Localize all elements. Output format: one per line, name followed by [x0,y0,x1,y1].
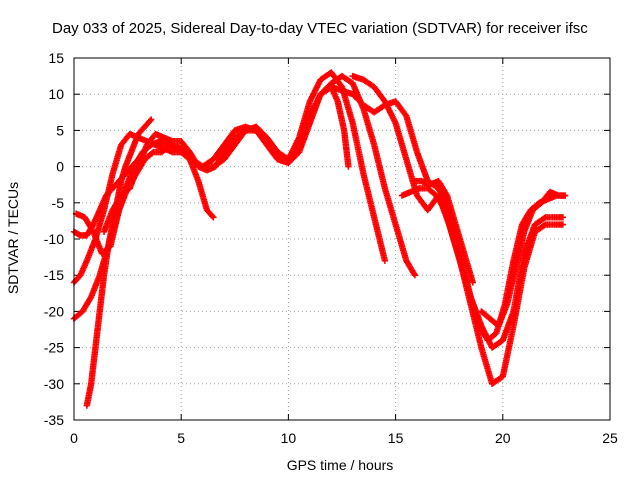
y-tick-label: 0 [56,159,64,175]
y-tick-label: 10 [48,86,64,102]
tick-labels: 0 5 10 15 20 25 -35 -30 -25 -20 -15 -10 -5 0 5 10 15 [44,50,618,446]
x-tick-label: 0 [70,430,78,446]
y-axis-label: SDTVAR / TECUs [5,182,21,294]
y-tick-label: 5 [56,122,64,138]
data-point [210,214,217,221]
y-tick-label: -5 [52,195,65,211]
x-tick-label: 25 [602,430,618,446]
y-tick-label: -15 [44,267,64,283]
data-series [409,177,476,286]
x-tick-label: 10 [281,430,297,446]
data-series [100,72,419,279]
data-point [559,221,567,228]
data-series [478,188,569,330]
data-point [559,214,567,221]
data-point [147,116,155,123]
y-tick-label: -10 [44,231,64,247]
y-tick-label: -25 [44,340,64,356]
data-point [345,163,352,170]
y-tick-label: 15 [48,50,64,66]
y-tick-label: -20 [44,303,64,319]
x-axis-label: GPS time / hours [287,457,394,473]
data-series [70,156,142,239]
data-series [398,185,569,344]
x-tick-label: 15 [388,430,404,446]
data-point [146,117,154,124]
y-tick-label: -35 [44,412,64,428]
x-tick-label: 5 [177,430,185,446]
x-tick-label: 20 [495,430,511,446]
data-point [411,272,419,279]
data-point [148,149,156,157]
plot-frame [73,57,611,421]
data-points [70,69,569,409]
data-point [469,279,476,286]
chart-title: Day 033 of 2025, Sidereal Day-to-day VTE… [52,20,588,37]
data-point [209,212,216,220]
y-tick-label: -30 [44,376,64,392]
data-point [381,257,389,264]
data-point [561,192,569,199]
